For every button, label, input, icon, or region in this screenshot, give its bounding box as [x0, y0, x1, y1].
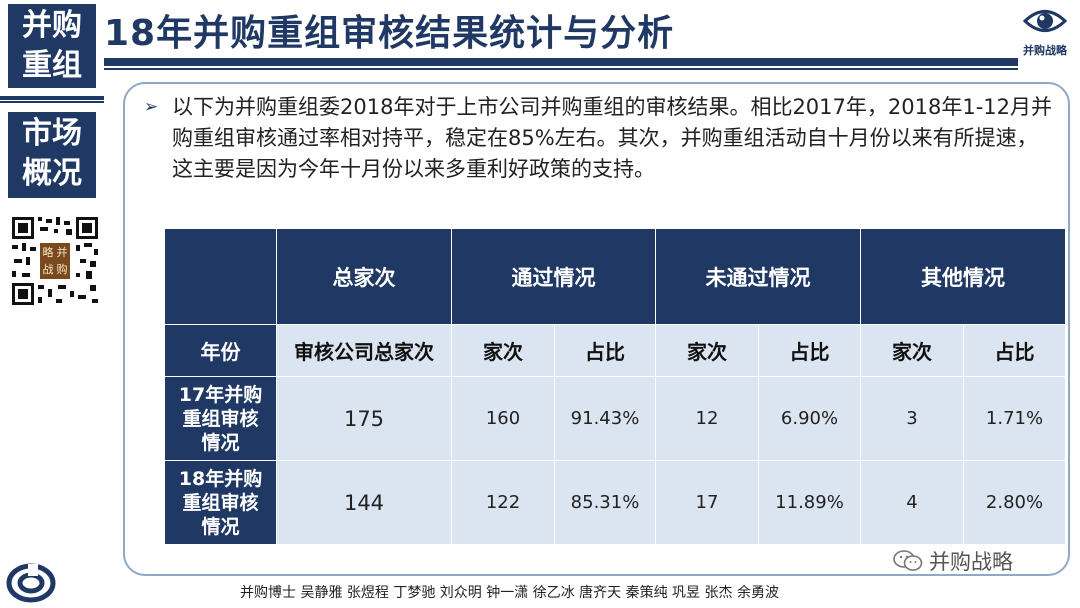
company-logo-icon: [6, 562, 56, 604]
brand-name: 并购战略: [1023, 44, 1067, 57]
qr-stamp-char: 购: [56, 263, 68, 276]
review-results-table: 总家次 通过情况 未通过情况 其他情况 年份 审核公司总家次 家次 占比 家次 …: [164, 228, 1066, 545]
cell-other-pct: 1.71%: [963, 376, 1066, 461]
bullet-arrow-icon: ➢: [144, 97, 159, 117]
cell-total: 144: [276, 460, 452, 545]
subheader-count: 家次: [451, 324, 555, 377]
cell-fail-count: 12: [655, 376, 759, 461]
cell-other-count: 3: [860, 376, 964, 461]
subheader-ratio: 占比: [758, 324, 861, 377]
cell-fail-pct: 11.89%: [758, 460, 861, 545]
row-year-line: 17年并购: [178, 383, 263, 406]
cell-other-pct: 2.80%: [963, 460, 1066, 545]
title-underline: [104, 68, 1018, 70]
wechat-watermark: 并购战略: [893, 546, 1013, 576]
header-failed: 未通过情况: [655, 228, 861, 325]
qr-stamp-char: 战: [42, 263, 54, 276]
cell-pass-pct: 85.31%: [554, 460, 656, 545]
header-passed: 通过情况: [451, 228, 656, 325]
cell-fail-count: 17: [655, 460, 759, 545]
table-subheader-row: 年份 审核公司总家次 家次 占比 家次 占比 家次 占比: [164, 324, 1066, 377]
cell-pass-count: 122: [451, 460, 555, 545]
subheader-year: 年份: [164, 324, 277, 377]
brand-logo: 并购战略: [1014, 6, 1076, 68]
subheader-count: 家次: [655, 324, 759, 377]
subheader-total: 审核公司总家次: [276, 324, 452, 377]
section-badge-line: 并购: [22, 8, 82, 43]
divider: [0, 96, 104, 100]
left-sidebar: 并购 重组 市场 概况: [0, 0, 104, 608]
section-badge-ma: 并购 重组: [8, 4, 96, 88]
table-header-row: 总家次 通过情况 未通过情况 其他情况: [164, 228, 1066, 325]
divider: [0, 101, 104, 103]
cell-other-count: 4: [860, 460, 964, 545]
qr-code: 略 并 战 购: [10, 215, 100, 307]
wechat-account-name: 并购战略: [929, 550, 1013, 574]
footer-authors: 并购博士 吴静雅 张煜程 丁梦驰 刘众明 钟一潇 徐乙冰 唐齐天 秦策纯 巩昱 …: [240, 585, 779, 601]
cell-pass-count: 160: [451, 376, 555, 461]
section-badge-line: 重组: [22, 48, 82, 83]
intro-text: 以下为并购重组委2018年对于上市公司并购重组的审核结果。相比2017年，201…: [172, 95, 1052, 181]
page-title: 18年并购重组审核结果统计与分析: [104, 13, 675, 54]
subheader-ratio: 占比: [963, 324, 1066, 377]
row-year-line: 情况: [201, 431, 240, 454]
eye-logo-icon: [1022, 10, 1068, 32]
qr-stamp-char: 并: [56, 246, 68, 259]
row-year-line: 18年并购: [178, 467, 263, 490]
table-row: 18年并购 重组审核 情况 144 122 85.31% 17 11.89% 4…: [164, 460, 1066, 545]
qr-stamp-text: 略 并 战 购: [41, 244, 69, 278]
cell-pass-pct: 91.43%: [554, 376, 656, 461]
row-year-label: 18年并购 重组审核 情况: [164, 460, 277, 545]
header-total: 总家次: [276, 228, 452, 325]
subheader-count: 家次: [860, 324, 964, 377]
subheader-ratio: 占比: [554, 324, 656, 377]
intro-paragraph: ➢ 以下为并购重组委2018年对于上市公司并购重组的审核结果。相比2017年，2…: [144, 92, 1056, 185]
section-badge-market: 市场 概况: [8, 112, 96, 198]
title-underline: [104, 58, 1018, 66]
row-year-line: 重组审核: [182, 407, 259, 430]
row-year-line: 情况: [201, 515, 240, 538]
qr-stamp-char: 略: [42, 246, 54, 259]
row-year-label: 17年并购 重组审核 情况: [164, 376, 277, 461]
cell-total: 175: [276, 376, 452, 461]
row-year-line: 重组审核: [182, 491, 259, 514]
section-badge-line: 概况: [22, 156, 82, 191]
table-row: 17年并购 重组审核 情况 175 160 91.43% 12 6.90% 3 …: [164, 376, 1066, 461]
table-corner-cell: [164, 228, 277, 325]
header-other: 其他情况: [860, 228, 1066, 325]
section-badge-line: 市场: [22, 116, 82, 151]
wechat-icon: [893, 550, 923, 572]
cell-fail-pct: 6.90%: [758, 376, 861, 461]
